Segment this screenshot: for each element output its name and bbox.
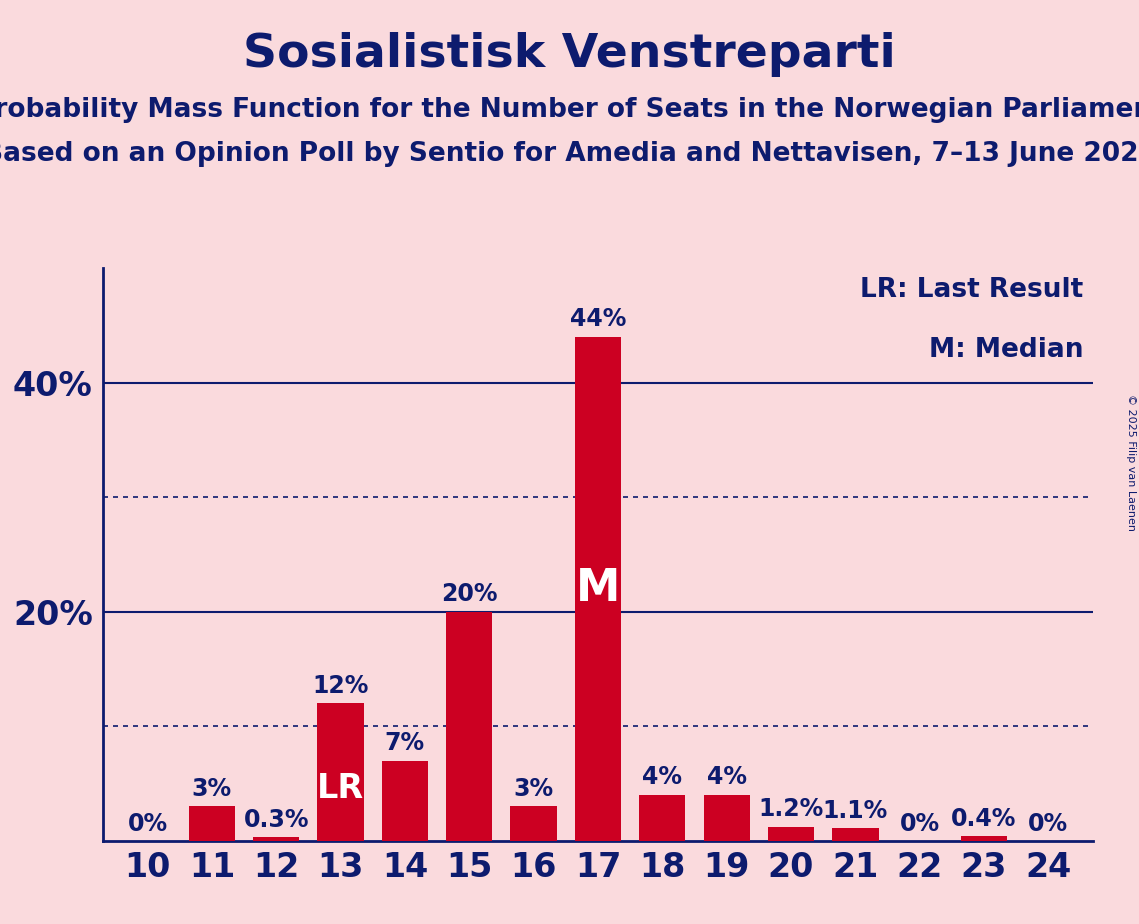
- Text: Sosialistisk Venstreparti: Sosialistisk Venstreparti: [243, 32, 896, 78]
- Bar: [575, 336, 621, 841]
- Text: 1.2%: 1.2%: [759, 797, 823, 821]
- Text: LR: LR: [317, 772, 364, 805]
- Text: 0%: 0%: [128, 812, 167, 836]
- Bar: [833, 828, 878, 841]
- Bar: [253, 837, 300, 841]
- Bar: [318, 703, 363, 841]
- Text: M: M: [576, 567, 620, 610]
- Text: 0%: 0%: [900, 812, 940, 836]
- Bar: [639, 795, 686, 841]
- Bar: [768, 827, 814, 841]
- Text: 3%: 3%: [191, 777, 232, 801]
- Text: 4%: 4%: [706, 765, 747, 789]
- Bar: [704, 795, 749, 841]
- Text: 0%: 0%: [1029, 812, 1068, 836]
- Text: © 2025 Filip van Laenen: © 2025 Filip van Laenen: [1126, 394, 1136, 530]
- Bar: [382, 760, 428, 841]
- Text: 7%: 7%: [385, 731, 425, 755]
- Text: M: Median: M: Median: [929, 336, 1083, 363]
- Bar: [961, 836, 1007, 841]
- Text: 4%: 4%: [642, 765, 682, 789]
- Text: 3%: 3%: [514, 777, 554, 801]
- Text: Probability Mass Function for the Number of Seats in the Norwegian Parliament: Probability Mass Function for the Number…: [0, 97, 1139, 123]
- Bar: [446, 612, 492, 841]
- Bar: [510, 807, 557, 841]
- Text: 1.1%: 1.1%: [822, 798, 888, 822]
- Text: Based on an Opinion Poll by Sentio for Amedia and Nettavisen, 7–13 June 2022: Based on an Opinion Poll by Sentio for A…: [0, 141, 1139, 167]
- Text: 0.4%: 0.4%: [951, 807, 1017, 831]
- Bar: [189, 807, 235, 841]
- Text: 20%: 20%: [441, 582, 498, 606]
- Text: 44%: 44%: [570, 307, 626, 331]
- Text: LR: Last Result: LR: Last Result: [860, 276, 1083, 302]
- Text: 12%: 12%: [312, 674, 369, 698]
- Text: 0.3%: 0.3%: [244, 808, 309, 832]
